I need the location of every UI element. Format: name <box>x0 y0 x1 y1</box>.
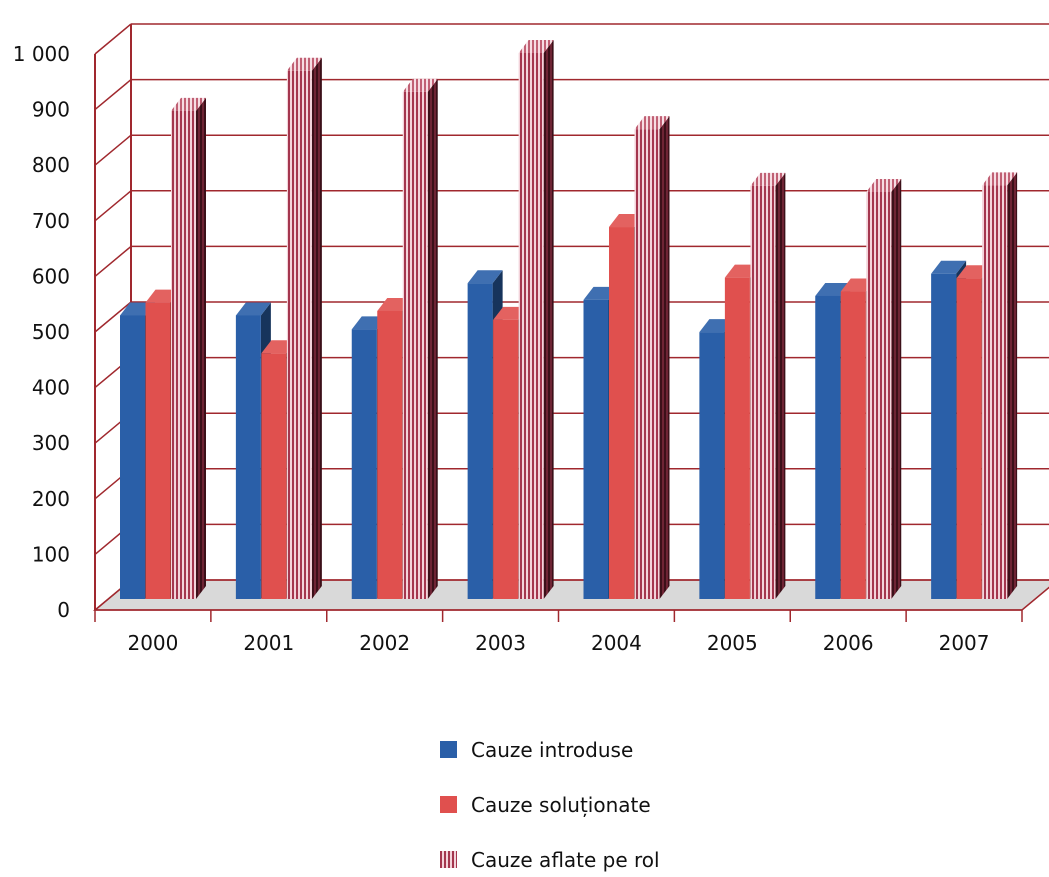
bar-front <box>145 302 171 599</box>
bar <box>634 116 670 600</box>
bar <box>518 40 554 600</box>
bar-front <box>351 329 377 599</box>
gridline-side <box>94 190 132 222</box>
bar-front <box>840 291 866 599</box>
chart-legend: Cauze introduse Cauze soluționate Cauze af… <box>440 738 660 872</box>
legend-label: Cauze aflate pe rol <box>471 848 660 872</box>
gridline-side <box>94 23 132 55</box>
x-tick-label: 2007 <box>939 631 990 655</box>
bar-front <box>956 278 982 599</box>
bar <box>982 172 1018 599</box>
x-tick-label: 2000 <box>127 631 178 655</box>
bar-side <box>196 97 206 599</box>
bar-top <box>931 260 967 274</box>
bar-side <box>1007 172 1018 599</box>
x-tick-label: 2002 <box>359 631 410 655</box>
bar-front <box>583 299 609 599</box>
legend-label: Cauze soluționate <box>471 793 651 817</box>
bar-front <box>171 110 196 599</box>
x-tick-label: 2001 <box>243 631 294 655</box>
bar-side <box>659 116 670 600</box>
y-tick-label: 700 <box>32 209 70 233</box>
y-tick-label: 1 000 <box>13 42 70 66</box>
bar-front <box>982 185 1008 599</box>
legend-swatch <box>440 796 457 813</box>
y-tick-label: 600 <box>32 264 70 288</box>
bar-front <box>609 227 634 599</box>
bar-front <box>261 353 287 599</box>
bar-side <box>891 179 902 599</box>
bar-top <box>235 302 271 316</box>
bar <box>750 172 786 599</box>
bar-front <box>815 295 841 599</box>
bar-side <box>311 57 322 600</box>
bar-top <box>286 57 322 71</box>
bar-side <box>427 78 438 600</box>
bar-front <box>235 315 261 599</box>
y-tick-label: 500 <box>32 320 70 344</box>
bar-top <box>982 172 1018 186</box>
bar-top <box>171 97 206 111</box>
bar-front <box>750 185 776 599</box>
y-tick-label: 0 <box>57 598 70 622</box>
bar <box>286 57 322 600</box>
bar-front <box>377 310 403 599</box>
gridline-side <box>94 134 132 166</box>
bar-front <box>402 91 428 599</box>
x-tick-label: 2006 <box>823 631 874 655</box>
y-tick-label: 100 <box>32 542 70 566</box>
bar-front <box>866 192 892 599</box>
bar-side <box>775 172 786 599</box>
x-tick-label: 2003 <box>475 631 526 655</box>
bar-front <box>634 129 660 599</box>
x-tick-label: 2004 <box>591 631 642 655</box>
bar-top <box>866 179 902 193</box>
bar-top <box>750 172 786 186</box>
gridline-side <box>94 79 132 111</box>
bar-front <box>699 332 725 599</box>
bar-top <box>402 78 438 92</box>
bar-front <box>120 315 145 599</box>
bar-front <box>931 273 957 599</box>
bar-side <box>543 40 554 600</box>
y-tick-label: 200 <box>32 487 70 511</box>
legend-swatch <box>440 851 457 868</box>
bar <box>402 78 438 600</box>
legend-swatch <box>440 741 457 758</box>
y-tick-label: 400 <box>32 376 70 400</box>
chart-bars <box>120 40 1018 600</box>
bar <box>171 97 206 599</box>
legend-label: Cauze introduse <box>471 738 633 762</box>
bar-front <box>286 70 312 600</box>
bar-front <box>467 283 493 599</box>
bar <box>866 179 902 599</box>
chart-axes: 0 100 200 300 400 500 600 700 800 900 1 000 2000 200… <box>13 42 1023 655</box>
bar-top <box>467 270 503 284</box>
y-tick-label: 900 <box>32 98 70 122</box>
gridline-side <box>94 301 132 333</box>
gridline-side <box>94 245 132 277</box>
bar-front <box>518 53 544 600</box>
bar-front <box>724 277 750 599</box>
y-tick-label: 800 <box>32 153 70 177</box>
bar-top <box>518 40 554 54</box>
y-tick-label: 300 <box>32 431 70 455</box>
x-tick-label: 2005 <box>707 631 758 655</box>
bar-front <box>493 319 519 599</box>
bar-top <box>634 116 670 130</box>
